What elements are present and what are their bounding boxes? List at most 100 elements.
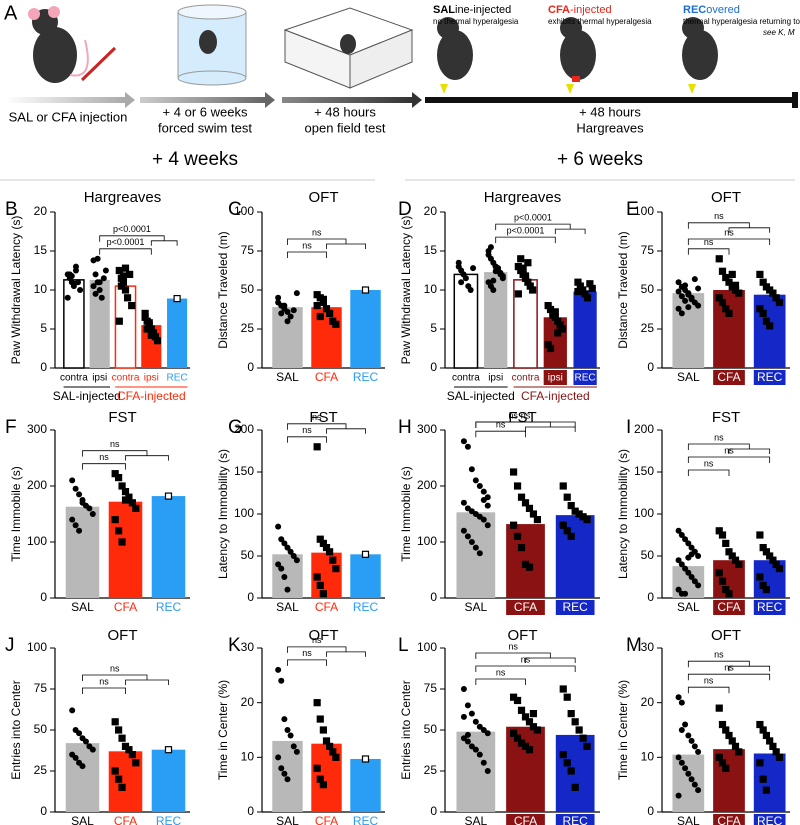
data-point (759, 775, 767, 783)
y-tick-label: 100 (417, 534, 437, 548)
data-point (79, 763, 86, 770)
data-point (675, 288, 682, 295)
comparison-bracket (687, 443, 771, 454)
data-point (118, 734, 126, 742)
comparison-label: ns (496, 420, 506, 430)
y-tick-label: 0 (430, 590, 437, 604)
data-point (316, 312, 324, 321)
data-point (290, 307, 297, 314)
comparison-bracket (495, 223, 586, 235)
x-tick-label: ipsi (144, 373, 159, 384)
comparison-label: ns (714, 211, 724, 221)
panel-letter: K (228, 635, 241, 656)
comparison-bracket (99, 235, 178, 246)
y-tick-label: 0 (40, 360, 47, 374)
data-point (119, 272, 128, 280)
data-point (533, 726, 542, 734)
data-point (682, 765, 689, 772)
data-point (695, 285, 702, 292)
data-point (361, 550, 370, 558)
comparison-bracket (287, 251, 327, 258)
data-point (688, 544, 695, 551)
data-point (571, 718, 579, 726)
data-point (675, 694, 682, 701)
data-point (563, 493, 571, 501)
comparison-bracket (475, 678, 526, 685)
y-tick-label: 20 (241, 695, 255, 709)
x-label-box (506, 600, 545, 615)
data-point (319, 590, 327, 598)
data-point (111, 515, 119, 524)
data-point (464, 702, 471, 709)
data-point (332, 320, 340, 328)
data-point (111, 767, 119, 775)
x-tick-label: REC (562, 600, 588, 614)
data-point (173, 294, 181, 303)
data-point (759, 309, 767, 317)
x-tick-label: SAL (276, 600, 299, 614)
x-tick-label: ipsi (92, 373, 107, 384)
data-point (675, 792, 682, 799)
data-point (278, 677, 285, 684)
data-point (514, 290, 522, 298)
comparison-bracket (82, 450, 169, 461)
x-label-box (753, 600, 786, 615)
panel-letter: B (5, 199, 18, 220)
chart-title: OFT (508, 627, 538, 644)
data-point (468, 466, 475, 473)
data-point (551, 308, 559, 316)
timeline (140, 97, 265, 103)
data-point (287, 313, 294, 320)
data-point (284, 318, 291, 325)
data-point (484, 522, 491, 529)
x-tick-label: REC (757, 370, 783, 384)
data-point (126, 270, 134, 278)
chart-title: OFT (108, 627, 138, 644)
data-point (525, 746, 534, 754)
open-field-box (283, 7, 414, 89)
x-tick-label: SAL (276, 370, 299, 384)
comparison-bracket (82, 674, 169, 685)
bar (350, 290, 381, 368)
data-point (460, 499, 467, 506)
data-point (86, 505, 93, 512)
data-point (70, 280, 77, 287)
data-point (678, 532, 685, 538)
data-point (319, 781, 327, 789)
data-point (559, 750, 567, 759)
y-tick-label: 20 (641, 695, 655, 709)
data-point (691, 276, 698, 283)
data-point (567, 502, 575, 510)
data-point (756, 573, 764, 581)
data-point (685, 770, 692, 777)
y-axis-label: Time Immobile (s) (9, 466, 23, 562)
data-point (480, 727, 487, 733)
y-tick-label: 0 (430, 804, 437, 818)
data-point (685, 540, 692, 547)
comparison-label: ns (704, 237, 714, 247)
data-point (525, 563, 534, 571)
panel-a: A (4, 2, 798, 108)
y-tick-label: 20 (34, 204, 48, 218)
data-point (509, 468, 518, 476)
charts: B Hargreaves Paw Withdrawal Latency (s) 0 5 1… (5, 189, 790, 825)
data-point (682, 297, 689, 304)
comparison-bracket (287, 423, 366, 434)
y-tick-label: 15 (34, 243, 48, 257)
data-point (118, 538, 126, 546)
data-point (89, 511, 96, 517)
comparison-label: ns (714, 650, 724, 660)
comparison-label: p<0.0001 (507, 225, 545, 235)
chart-title: Hargreaves (84, 189, 162, 206)
mouse-note: thermal hyperalgesia returning to saline… (683, 17, 800, 26)
data-point (525, 718, 534, 726)
mouse-label-rest: ine-injected (455, 4, 511, 16)
data-point (559, 685, 567, 693)
data-point (567, 767, 575, 775)
data-point (147, 331, 155, 339)
data-point (464, 731, 471, 738)
mouse-icon (28, 6, 117, 83)
x-tick-label: SAL (677, 370, 700, 384)
data-point (115, 474, 123, 482)
comparison-bracket (687, 222, 771, 233)
